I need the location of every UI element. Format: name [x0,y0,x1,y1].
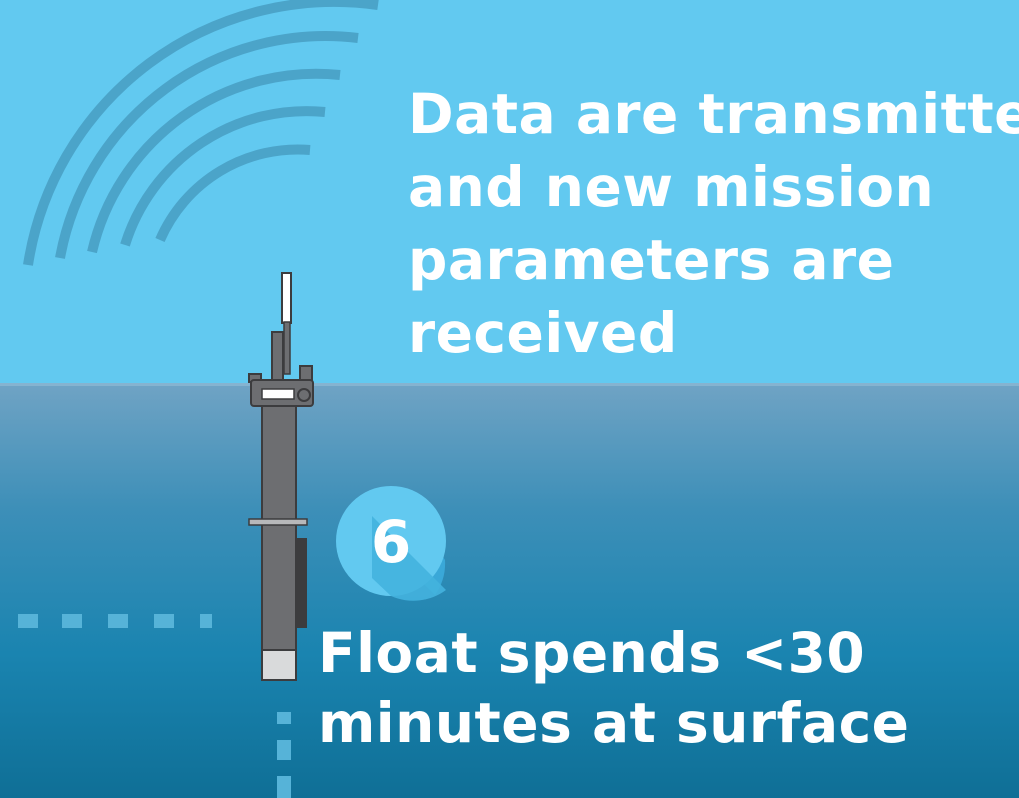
argo-float-icon [248,272,314,681]
sea-surface-line [0,383,1019,386]
signal-arc-1 [155,144,311,242]
step-badge: 6 [336,486,446,601]
surface-time-caption-line-2: minutes at surface [318,691,910,755]
signal-arc-4 [55,31,359,259]
ocean-background [0,385,1019,798]
signal-waves-icon [23,0,379,266]
transmission-caption-line-4: received [408,301,678,365]
step-number: 6 [371,508,411,576]
transmission-caption-line-2: and new mission [408,155,935,219]
transmission-caption-line-3: parameters are [408,228,895,292]
sky-background [0,0,1019,385]
surface-time-caption-line-1: Float spends <30 [318,621,866,685]
transmission-caption-line-1: Data are transmitted [408,82,1019,146]
antenna-icon [281,272,292,324]
signal-arc-2 [120,106,326,247]
depth-dashed-line [18,614,212,628]
transmission-caption: Data are transmitted and new mission par… [408,78,1019,370]
signal-arc-3 [87,68,341,254]
signal-arc-5 [23,0,379,266]
trajectory-dashed-line [277,712,291,798]
surface-time-caption: Float spends <30 minutes at surface [318,618,909,758]
